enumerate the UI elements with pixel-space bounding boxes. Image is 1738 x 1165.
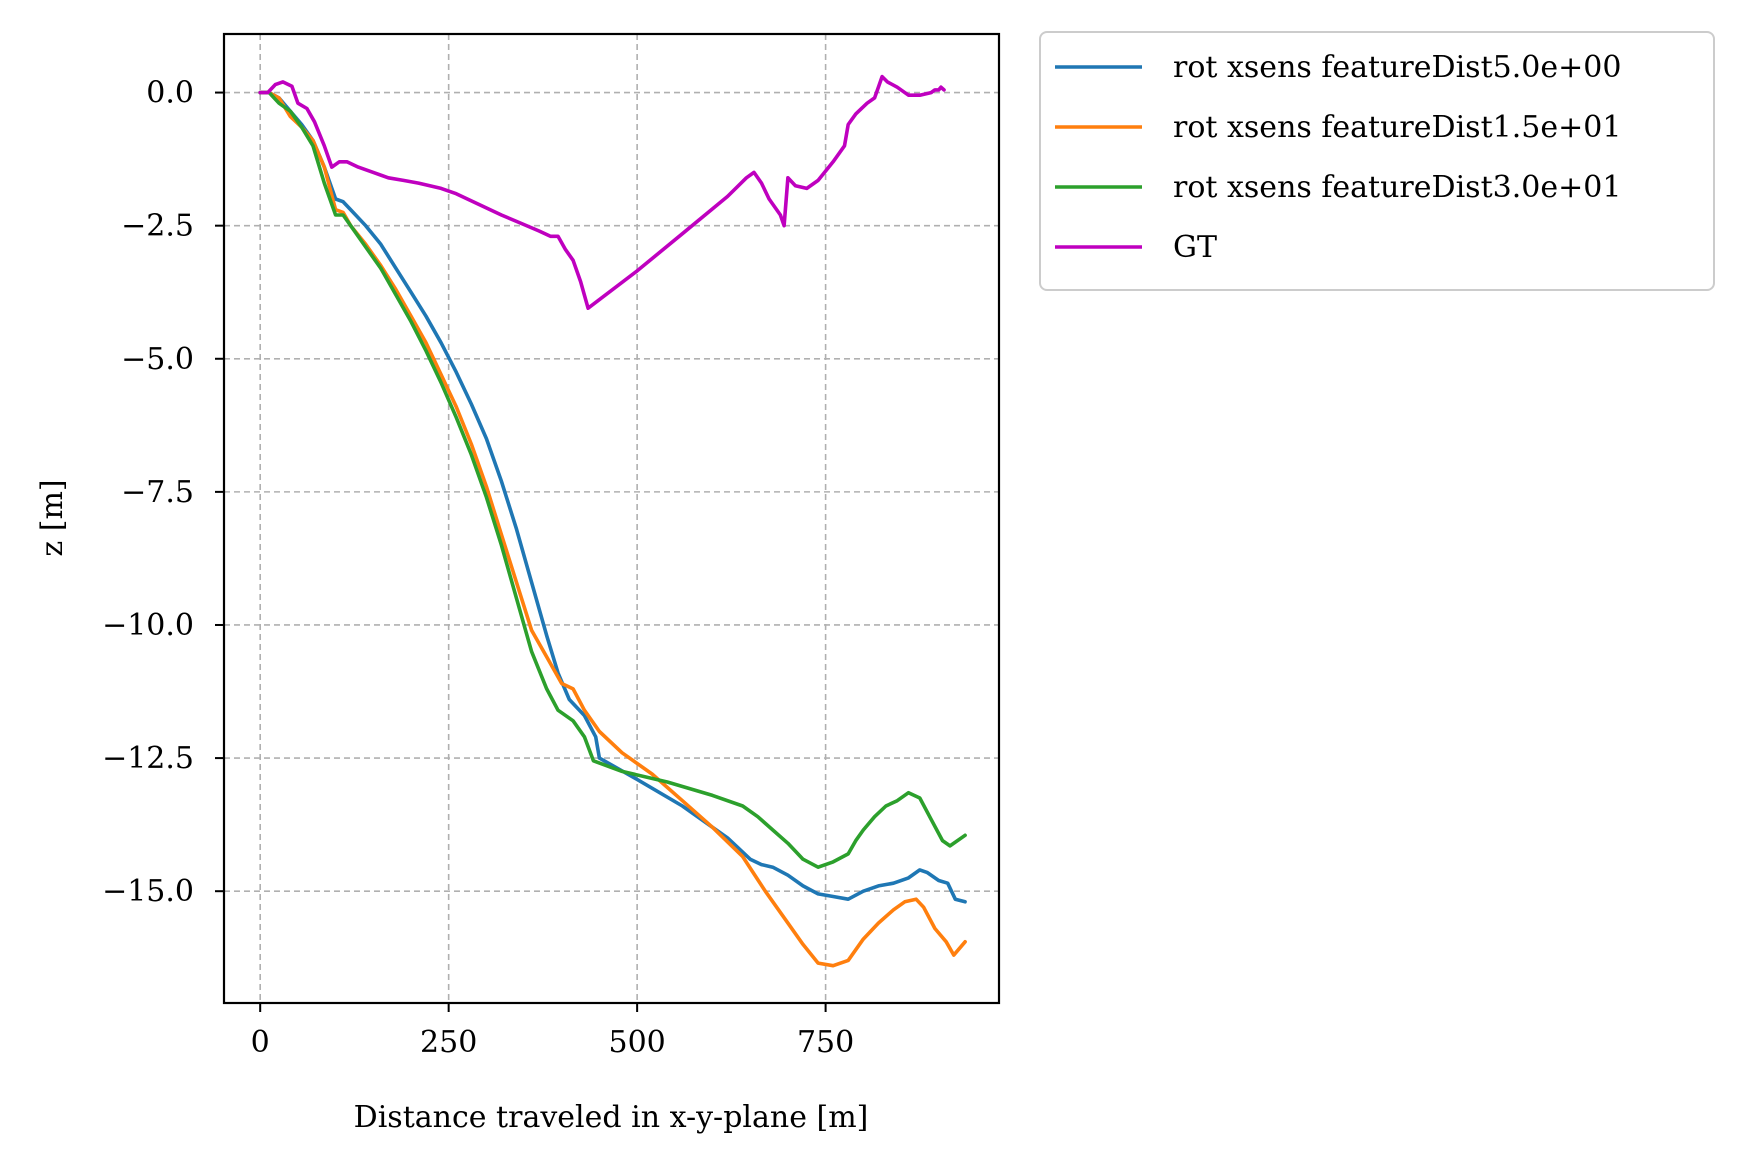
y-tick-label: −12.5 [102,741,194,776]
y-tick-label: −5.0 [121,342,194,377]
x-axis: 0 250 500 750 [251,1003,854,1060]
x-tick-label: 500 [608,1025,665,1060]
y-axis-label: z [m] [35,479,70,556]
y-axis: 0.0 −2.5 −5.0 −7.5 −10.0 −12.5 −15.0 [102,76,224,909]
x-tick-label: 0 [251,1025,270,1060]
y-tick-label: −2.5 [121,209,194,244]
x-tick-label: 750 [797,1025,854,1060]
legend-frame [1039,31,1715,291]
series-line-1 [258,90,967,968]
plot-area [258,74,967,968]
plot-frame [222,32,1001,1005]
legend-label: rot xsens featureDist1.5e+01 [1173,110,1621,145]
series-line-2 [258,90,967,869]
legend-label: rot xsens featureDist5.0e+00 [1173,50,1621,85]
x-tick-label: 250 [420,1025,477,1060]
y-tick-label: −15.0 [102,874,194,909]
y-tick-label: −7.5 [121,475,194,510]
legend-label: rot xsens featureDist3.0e+01 [1173,170,1621,205]
series-line-0 [258,90,967,904]
grid [224,34,999,1003]
legend-label: GT [1173,230,1217,265]
x-axis-label: Distance traveled in x-y-plane [m] [354,1100,869,1135]
y-tick-label: −10.0 [102,608,194,643]
series-line-3 [258,74,946,310]
y-tick-label: 0.0 [146,76,194,111]
legend: rot xsens featureDist5.0e+00 rot xsens fe… [1039,31,1715,291]
